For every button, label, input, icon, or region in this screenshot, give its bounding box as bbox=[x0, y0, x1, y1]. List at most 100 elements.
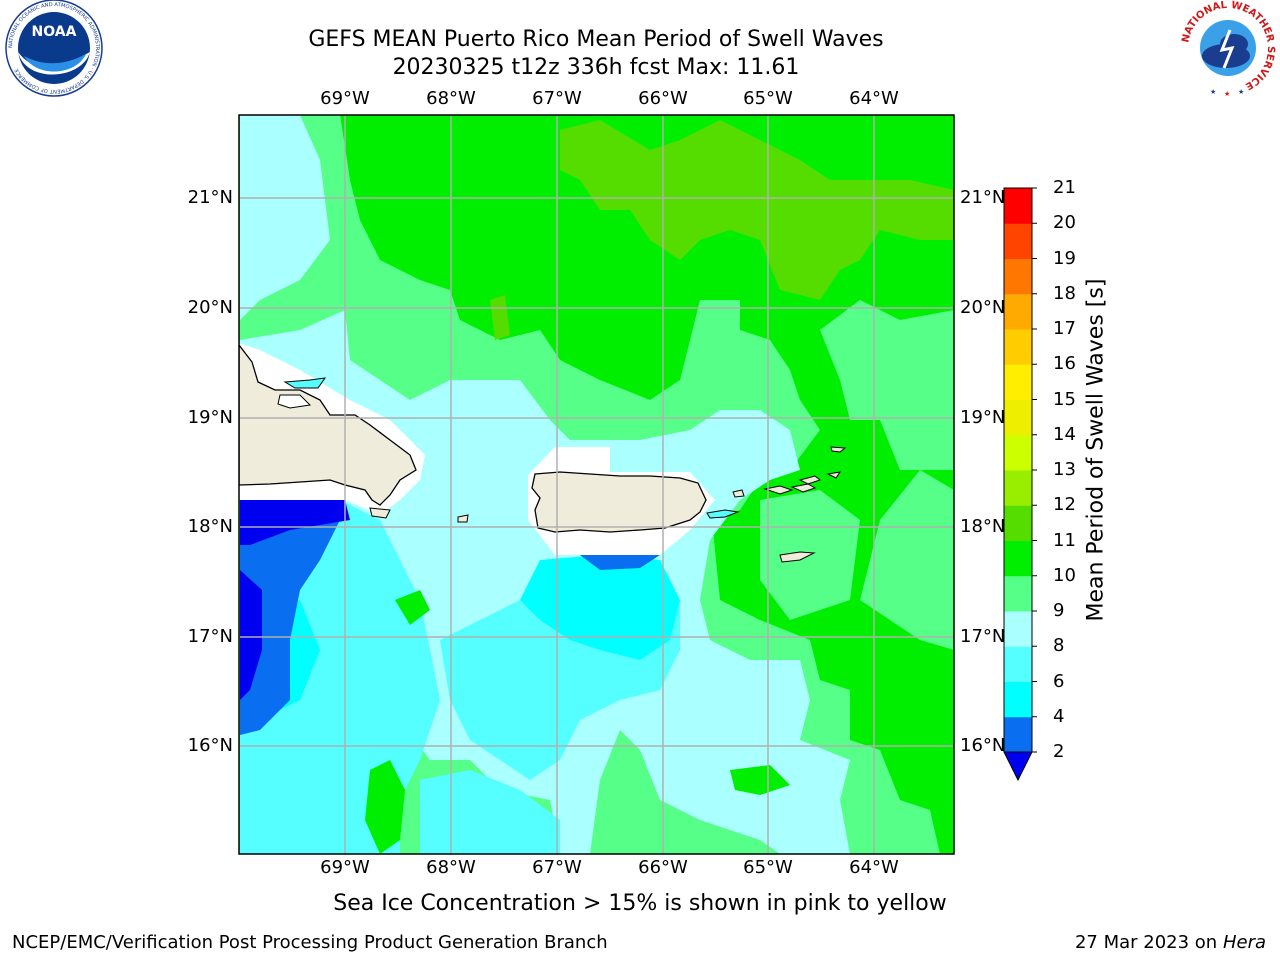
culebra-island bbox=[732, 489, 745, 498]
host-name: Hera bbox=[1222, 932, 1266, 953]
colorbar-bin bbox=[1004, 611, 1032, 647]
colorbar-label: 15 bbox=[1053, 388, 1076, 410]
colorbar-bin bbox=[1004, 434, 1032, 471]
colorbar-bin bbox=[1004, 575, 1032, 612]
contour-below-2 bbox=[240, 500, 350, 545]
tortuga-island bbox=[283, 377, 327, 389]
lat-tick-left: 18°N bbox=[187, 516, 233, 537]
lat-tick-left: 16°N bbox=[187, 735, 233, 756]
sea-ice-note: Sea Ice Concentration > 15% is shown in … bbox=[0, 891, 1280, 917]
lat-tick-left: 21°N bbox=[187, 187, 233, 208]
st-croix-island bbox=[779, 551, 816, 563]
gonave-island bbox=[277, 394, 312, 409]
colorbar bbox=[1003, 187, 1037, 782]
map-frame bbox=[238, 114, 955, 855]
colorbar-bin bbox=[1004, 681, 1032, 718]
lat-tick-right: 20°N bbox=[960, 297, 1006, 318]
national-weather-service-logo-icon: NATIONAL WEATHER SERVICE ★ ★ ★ bbox=[1180, 0, 1276, 98]
lon-tick-top: 66°W bbox=[638, 88, 688, 109]
saona-island bbox=[369, 507, 391, 519]
anegada-island bbox=[830, 446, 847, 453]
colorbar-bin bbox=[1004, 223, 1032, 259]
contour-2-4-pr bbox=[580, 555, 660, 570]
st-thomas-island bbox=[763, 485, 794, 495]
colorbar-bin bbox=[1004, 188, 1032, 224]
colorbar-bin bbox=[1004, 505, 1032, 541]
lon-tick-top: 67°W bbox=[532, 88, 582, 109]
colorbar-label: 4 bbox=[1053, 705, 1065, 727]
contour-9-10-east bbox=[820, 300, 954, 470]
colorbar-bin bbox=[1004, 258, 1032, 295]
mona-island bbox=[457, 514, 469, 523]
colorbar-title: Mean Period of Swell Waves [s] bbox=[1083, 278, 1109, 622]
date-stamp: 27 Mar 2023 on Hera bbox=[1075, 932, 1266, 954]
colorbar-label: 21 bbox=[1053, 177, 1076, 198]
vieques-island bbox=[706, 509, 740, 519]
colorbar-label: 14 bbox=[1053, 423, 1076, 445]
contour-2-4 bbox=[240, 520, 340, 735]
contour-10-11-spot-se bbox=[730, 765, 790, 795]
colorbar-bin bbox=[1004, 329, 1032, 365]
lon-tick-bottom: 66°W bbox=[638, 857, 688, 878]
lon-tick-top: 69°W bbox=[320, 88, 370, 109]
colorbar-label: 20 bbox=[1053, 212, 1076, 234]
lon-tick-bottom: 64°W bbox=[849, 857, 899, 878]
colorbar-bin bbox=[1004, 470, 1032, 506]
lat-tick-right: 17°N bbox=[960, 626, 1006, 647]
lat-tick-right: 18°N bbox=[960, 516, 1006, 537]
colorbar-bin bbox=[1004, 399, 1032, 436]
colorbar-label: 10 bbox=[1053, 564, 1076, 586]
tortola-island bbox=[798, 475, 822, 485]
lat-tick-right: 19°N bbox=[960, 407, 1006, 428]
lon-tick-bottom: 65°W bbox=[743, 857, 793, 878]
colorbar-bin bbox=[1004, 716, 1032, 753]
colorbar-label: 17 bbox=[1053, 318, 1076, 339]
lat-tick-right: 21°N bbox=[960, 187, 1006, 208]
svg-text:★: ★ bbox=[1210, 88, 1216, 96]
map-grid bbox=[239, 115, 954, 854]
noaa-logo-text: NOAA bbox=[32, 24, 77, 40]
date-text: 27 Mar 2023 on bbox=[1074, 932, 1218, 953]
lat-tick-left: 19°N bbox=[187, 407, 233, 428]
virgin-gorda-island bbox=[826, 471, 842, 479]
credit-line: NCEP/EMC/Verification Post Processing Pr… bbox=[12, 932, 608, 953]
lon-tick-top: 65°W bbox=[743, 88, 793, 109]
noaa-logo-icon: NOAA NATIONAL OCEANIC AND ATMOSPHERIC AD… bbox=[5, 0, 103, 97]
lon-tick-bottom: 68°W bbox=[426, 857, 476, 878]
contour-6-8-se bbox=[420, 770, 560, 854]
lat-tick-left: 17°N bbox=[187, 626, 233, 647]
contour-11-12 bbox=[560, 120, 954, 300]
colorbar-bin bbox=[1004, 540, 1032, 577]
lat-tick-left: 20°N bbox=[187, 297, 233, 318]
lon-tick-bottom: 69°W bbox=[320, 857, 370, 878]
colorbar-label: 2 bbox=[1053, 741, 1065, 762]
colorbar-label: 8 bbox=[1053, 635, 1065, 657]
colorbar-label: 12 bbox=[1053, 494, 1076, 516]
colorbar-label: 18 bbox=[1053, 282, 1076, 304]
chart-title: GEFS MEAN Puerto Rico Mean Period of Swe… bbox=[308, 27, 884, 52]
colorbar-bin bbox=[1004, 293, 1032, 330]
svg-text:★: ★ bbox=[1238, 88, 1244, 96]
colorbar-label: 16 bbox=[1053, 353, 1076, 375]
contour-10-11-spot bbox=[395, 590, 430, 625]
chart-subtitle: 20230325 t12z 336h fcst Max: 11.61 bbox=[392, 55, 800, 80]
lat-tick-right: 16°N bbox=[960, 735, 1006, 756]
contour-8-9-nw bbox=[240, 115, 330, 320]
lon-tick-top: 64°W bbox=[849, 88, 899, 109]
colorbar-bin bbox=[1004, 364, 1032, 400]
contour-11-12-spot bbox=[490, 295, 510, 340]
st-john-island bbox=[790, 483, 817, 493]
svg-text:★: ★ bbox=[1224, 90, 1230, 98]
colorbar-label: 9 bbox=[1053, 600, 1065, 621]
hispaniola-land bbox=[239, 343, 417, 506]
contour-10-11-spot-sw bbox=[365, 760, 405, 854]
colorbar-label: 6 bbox=[1053, 670, 1065, 692]
colorbar-bin bbox=[1004, 646, 1032, 682]
colorbar-label: 11 bbox=[1053, 529, 1076, 551]
sea-ice-note-text: Sea Ice Concentration > 15% is shown in … bbox=[333, 891, 947, 916]
lon-tick-top: 68°W bbox=[426, 88, 476, 109]
contour-below-2-west bbox=[240, 570, 262, 700]
puerto-rico-land bbox=[531, 471, 707, 533]
lon-tick-bottom: 67°W bbox=[532, 857, 582, 878]
colorbar-label: 13 bbox=[1053, 459, 1076, 480]
